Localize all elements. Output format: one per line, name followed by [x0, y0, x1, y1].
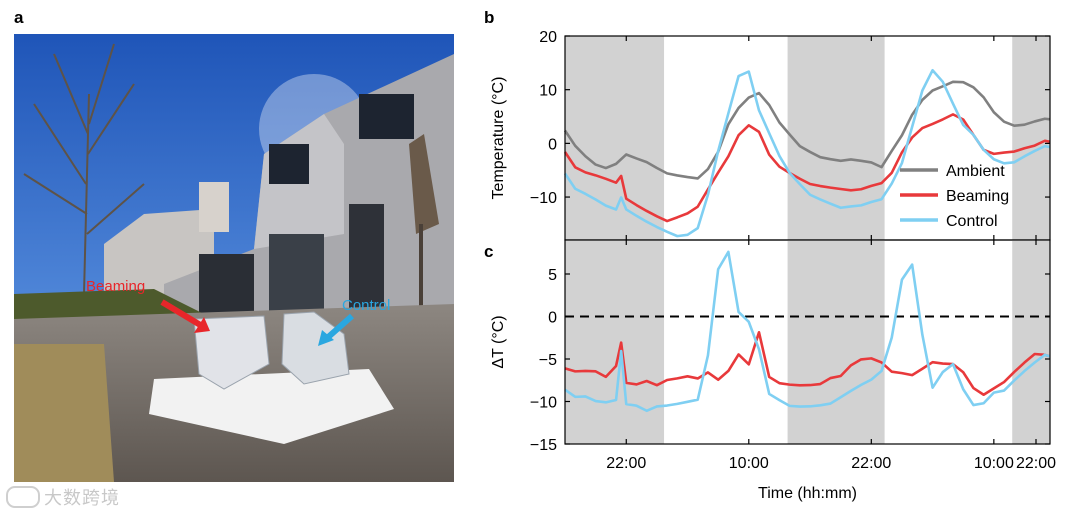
y-tick-label: 5 [548, 267, 557, 284]
x-axis-label: Time (hh:mm) [758, 485, 857, 502]
y-tick-label: −10 [530, 395, 557, 412]
x-tick-label: 22:00 [606, 455, 646, 472]
watermark-logo-icon [6, 486, 40, 508]
series-line-ambient [563, 80, 1051, 180]
watermark: 大数跨境 [6, 484, 120, 510]
legend-label-control: Control [946, 213, 998, 230]
y-tick-label: −5 [539, 352, 557, 369]
beaming-photo-label: Beaming [86, 278, 145, 295]
x-tick-label: 10:00 [729, 455, 769, 472]
series-line-beaming [564, 330, 1051, 397]
y-axis-label: Temperature (°C) [490, 77, 507, 200]
x-tick-label: 22:00 [851, 455, 891, 472]
night-band [565, 36, 665, 240]
series-line-control [564, 250, 1051, 413]
panel-letter-a: a [14, 8, 24, 27]
temperature-charts: −10 0 10 20 Temperature (°C) Ambient Beaming Co… [490, 29, 1056, 502]
x-tick-label: 10:00 [974, 455, 1014, 472]
tree-icon [23, 43, 145, 295]
night-band [565, 240, 665, 444]
y-tick-label: 20 [539, 29, 557, 46]
night-band [1012, 36, 1050, 240]
y-tick-label: 0 [548, 136, 557, 153]
y-tick-label: −15 [530, 437, 557, 454]
x-tick-label: 22:00 [1016, 455, 1056, 472]
night-band [1012, 240, 1050, 444]
panel-letter-b: b [484, 8, 495, 27]
control-arrow-icon [318, 313, 354, 346]
y-tick-label: −10 [530, 190, 557, 207]
chart-b-temperature: −10 0 10 20 Temperature (°C) Ambient Beaming Co… [490, 29, 1051, 241]
legend-label-ambient: Ambient [946, 163, 1005, 180]
legend-label-beaming: Beaming [946, 188, 1009, 205]
night-band [787, 36, 885, 240]
control-photo-label: Control [342, 297, 390, 314]
series-line-control [563, 68, 1051, 238]
outdoor-experiment-photo: Beaming Control [14, 34, 454, 482]
y-tick-label: 10 [539, 83, 557, 100]
plot-frame [564, 239, 1051, 445]
night-band [787, 240, 885, 444]
panel-letter-c: c [484, 242, 494, 261]
y-axis-label: ΔT (°C) [490, 315, 507, 368]
beaming-arrow-icon [160, 299, 210, 333]
y-tick-label: 0 [548, 310, 557, 327]
